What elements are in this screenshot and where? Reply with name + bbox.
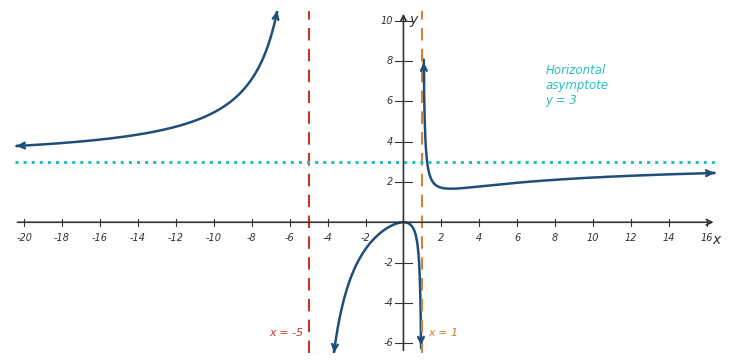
Text: -12: -12 xyxy=(168,233,183,243)
Text: -2: -2 xyxy=(383,257,393,268)
Text: x: x xyxy=(713,233,721,247)
Text: x = -5: x = -5 xyxy=(269,328,303,338)
Text: y: y xyxy=(409,13,417,27)
Text: -6: -6 xyxy=(285,233,295,243)
Text: 10: 10 xyxy=(381,16,393,26)
Text: -2: -2 xyxy=(360,233,371,243)
Text: 14: 14 xyxy=(663,233,675,243)
Text: 16: 16 xyxy=(700,233,713,243)
Text: Horizontal
asymptote
y = 3: Horizontal asymptote y = 3 xyxy=(545,64,609,107)
Text: -16: -16 xyxy=(92,233,108,243)
Text: x = 1: x = 1 xyxy=(428,328,458,338)
Text: 6: 6 xyxy=(514,233,520,243)
Text: -20: -20 xyxy=(16,233,32,243)
Text: 4: 4 xyxy=(387,137,393,147)
Text: 2: 2 xyxy=(387,177,393,187)
Text: -6: -6 xyxy=(383,338,393,348)
Text: 4: 4 xyxy=(476,233,482,243)
Text: 10: 10 xyxy=(587,233,599,243)
Text: 8: 8 xyxy=(387,56,393,66)
Text: 8: 8 xyxy=(552,233,558,243)
Text: -4: -4 xyxy=(383,298,393,308)
Text: -10: -10 xyxy=(205,233,221,243)
Text: 2: 2 xyxy=(439,233,444,243)
Text: -8: -8 xyxy=(247,233,257,243)
Text: 12: 12 xyxy=(625,233,637,243)
Text: -18: -18 xyxy=(54,233,70,243)
Text: -14: -14 xyxy=(130,233,146,243)
Text: -4: -4 xyxy=(322,233,333,243)
Text: 6: 6 xyxy=(387,96,393,107)
